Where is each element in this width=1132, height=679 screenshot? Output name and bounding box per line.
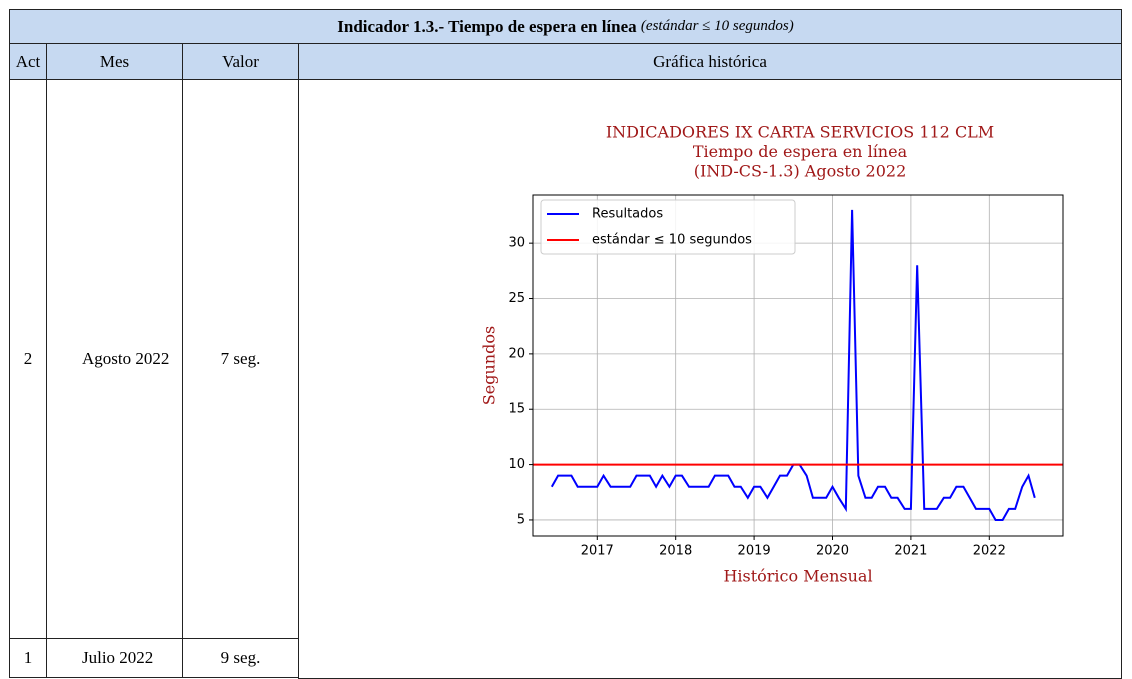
legend-label: estándar ≤ 10 segundos <box>592 233 752 248</box>
x-tick-label: 2019 <box>738 544 771 559</box>
x-axis-label: Histórico Mensual <box>723 567 872 586</box>
chart-title: Tiempo de espera en línea <box>693 142 908 161</box>
legend-label: Resultados <box>592 207 663 222</box>
x-tick-label: 2018 <box>659 544 692 559</box>
chart-title: INDICADORES IX CARTA SERVICIOS 112 CLM <box>606 123 994 142</box>
x-tick-label: 2021 <box>894 544 927 559</box>
header-cell: Indicador 1.3.- Tiempo de espera en líne… <box>9 9 1122 44</box>
header-subtitle: (estándar ≤ 10 segundos) <box>640 18 794 34</box>
x-tick-label: 2020 <box>816 544 849 559</box>
legend <box>540 199 796 255</box>
y-tick-label: 5 <box>517 512 525 527</box>
data-line <box>550 209 1036 521</box>
header-title: Indicador 1.3.- Tiempo de espera en líne… <box>337 16 637 36</box>
y-tick-label: 25 <box>508 291 525 306</box>
col-header: Valor <box>182 43 299 80</box>
y-tick-label: 10 <box>508 457 525 472</box>
axes-frame <box>532 194 1064 537</box>
y-axis-label: Segundos <box>480 326 499 405</box>
x-tick-label: 2022 <box>973 544 1006 559</box>
chart-title: (IND-CS-1.3) Agosto 2022 <box>694 162 907 181</box>
x-tick-label: 2017 <box>581 544 614 559</box>
y-tick-label: 15 <box>508 402 525 417</box>
y-tick-label: 30 <box>508 236 525 251</box>
col-header: Gráfica histórica <box>298 43 1122 80</box>
y-tick-label: 20 <box>508 346 525 361</box>
